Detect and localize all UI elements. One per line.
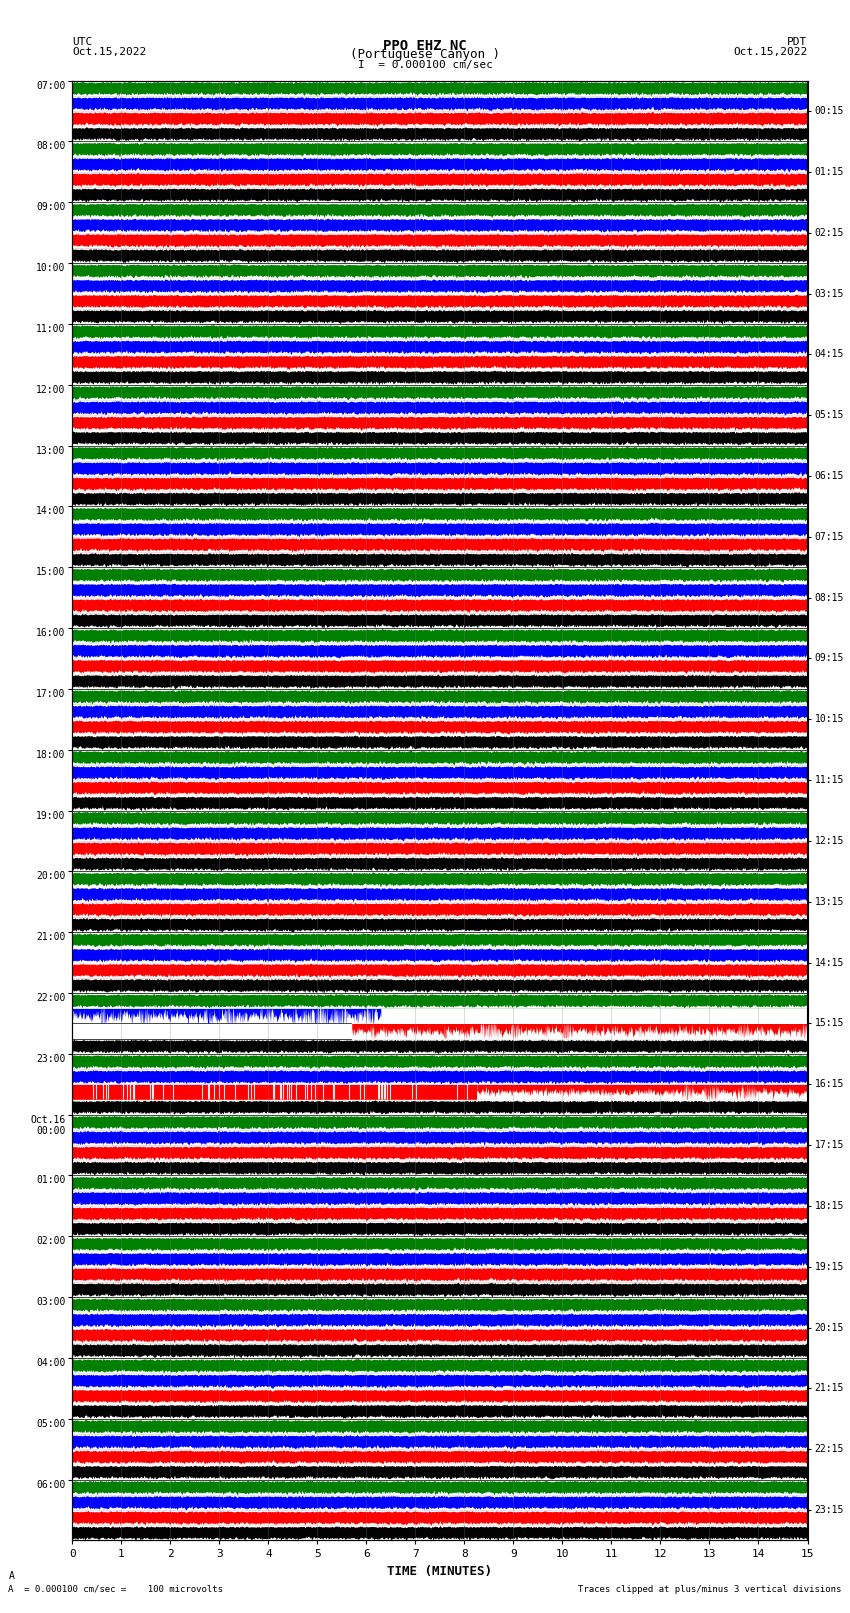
Text: UTC: UTC <box>72 37 93 47</box>
Text: PDT: PDT <box>787 37 808 47</box>
Text: Oct.15,2022: Oct.15,2022 <box>72 47 146 56</box>
Text: I  = 0.000100 cm/sec: I = 0.000100 cm/sec <box>358 60 492 69</box>
X-axis label: TIME (MINUTES): TIME (MINUTES) <box>388 1565 492 1578</box>
Text: A  = 0.000100 cm/sec =    100 microvolts: A = 0.000100 cm/sec = 100 microvolts <box>8 1584 224 1594</box>
Text: A: A <box>8 1571 14 1581</box>
Text: Traces clipped at plus/minus 3 vertical divisions: Traces clipped at plus/minus 3 vertical … <box>578 1584 842 1594</box>
Text: Oct.15,2022: Oct.15,2022 <box>734 47 807 56</box>
Text: PPO EHZ NC: PPO EHZ NC <box>383 39 467 53</box>
Text: (Portuguese Canyon ): (Portuguese Canyon ) <box>350 48 500 61</box>
